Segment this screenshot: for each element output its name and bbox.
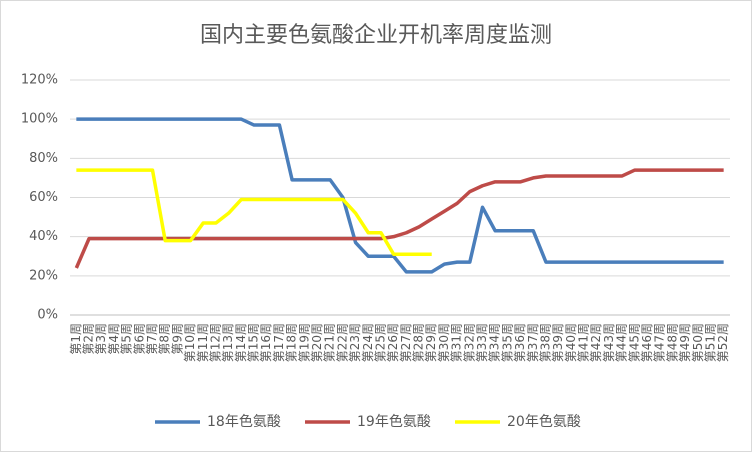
x-tick-label: 第22周 <box>335 323 349 362</box>
legend-label: 18年色氨酸 <box>207 413 281 430</box>
x-tick-label: 第26周 <box>386 323 400 362</box>
x-tick-label: 第6周 <box>132 323 146 355</box>
x-tick-label: 第11周 <box>196 323 210 362</box>
x-tick-label: 第9周 <box>170 323 184 355</box>
x-tick-label: 第13周 <box>221 323 235 362</box>
x-tick-label: 第45周 <box>627 323 641 362</box>
x-tick-label: 第46周 <box>640 323 654 362</box>
x-tick-label: 第48周 <box>665 323 679 362</box>
x-tick-label: 第39周 <box>551 323 565 362</box>
x-tick-label: 第17周 <box>272 323 286 362</box>
x-tick-label: 第42周 <box>589 323 603 362</box>
x-tick-label: 第44周 <box>615 323 629 362</box>
x-tick-label: 第21周 <box>323 323 337 362</box>
x-tick-label: 第2周 <box>82 323 96 355</box>
series-line <box>74 168 724 269</box>
x-tick-label: 第4周 <box>107 323 121 355</box>
x-tick-label: 第8周 <box>158 323 172 355</box>
x-tick-label: 第30周 <box>437 323 451 362</box>
x-tick-label: 第27周 <box>399 323 413 362</box>
x-tick-label: 第34周 <box>488 323 502 362</box>
x-tick-label: 第40周 <box>564 323 578 362</box>
x-tick-label: 第49周 <box>678 323 692 362</box>
x-tick-label: 第16周 <box>259 323 273 362</box>
x-tick-label: 第36周 <box>513 323 527 362</box>
x-tick-label: 第41周 <box>577 323 591 362</box>
y-tick-label: 80% <box>29 151 58 166</box>
x-tick-label: 第47周 <box>653 323 667 362</box>
y-tick-label: 60% <box>29 190 58 205</box>
x-tick-label: 第35周 <box>500 323 514 362</box>
x-tick-label: 第12周 <box>208 323 222 362</box>
x-tick-label: 第28周 <box>412 323 426 362</box>
y-tick-label: 0% <box>37 308 58 323</box>
x-tick-label: 第37周 <box>526 323 540 362</box>
x-tick-label: 第20周 <box>310 323 324 362</box>
y-tick-label: 120% <box>21 73 58 88</box>
series-line <box>76 117 724 274</box>
x-tick-label: 第24周 <box>361 323 375 362</box>
x-tick-label: 第31周 <box>450 323 464 362</box>
x-tick-label: 第38周 <box>538 323 552 362</box>
chart-title: 国内主要色氨酸企业开机率周度监测 <box>200 23 552 48</box>
x-tick-label: 第43周 <box>602 323 616 362</box>
x-tick-label: 第33周 <box>475 323 489 362</box>
x-tick-label: 第14周 <box>234 323 248 362</box>
x-tick-label: 第10周 <box>183 323 197 362</box>
x-tick-label: 第15周 <box>247 323 261 362</box>
x-tick-label: 第18周 <box>285 323 299 362</box>
x-tick-label: 第50周 <box>691 323 705 362</box>
x-tick-label: 第25周 <box>373 323 387 362</box>
x-tick-label: 第32周 <box>462 323 476 362</box>
y-tick-label: 40% <box>29 229 58 244</box>
x-tick-label: 第29周 <box>424 323 438 362</box>
x-tick-label: 第5周 <box>120 323 134 355</box>
x-tick-label: 第19周 <box>297 323 311 362</box>
y-tick-label: 100% <box>21 112 58 127</box>
legend-label: 19年色氨酸 <box>357 413 431 430</box>
series-line <box>76 168 432 257</box>
x-tick-label: 第52周 <box>716 323 730 362</box>
x-tick-label: 第3周 <box>94 323 108 355</box>
x-tick-label: 第7周 <box>145 323 159 355</box>
y-tick-label: 20% <box>29 268 58 283</box>
x-tick-label: 第1周 <box>69 323 83 355</box>
x-tick-label: 第51周 <box>703 323 717 362</box>
x-tick-label: 第23周 <box>348 323 362 362</box>
legend-label: 20年色氨酸 <box>507 413 581 430</box>
